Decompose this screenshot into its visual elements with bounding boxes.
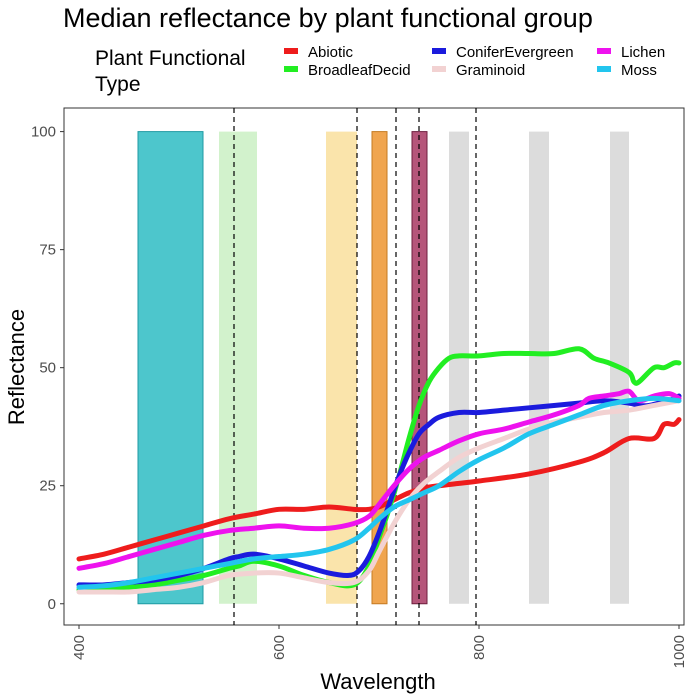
legend-key-moss <box>597 66 611 72</box>
legend-key-graminoid <box>432 66 446 72</box>
x-tick-label: 1000 <box>671 635 688 668</box>
y-tick-label: 0 <box>48 596 56 613</box>
band-6 <box>529 131 549 604</box>
legend-key-coniferevergreen <box>432 48 446 54</box>
band-5 <box>449 131 469 604</box>
legend-title: Plant Functional Type <box>95 47 251 96</box>
legend-label-moss: Moss <box>621 62 657 79</box>
y-tick-label: 75 <box>39 242 56 259</box>
x-tick-label: 800 <box>471 635 488 660</box>
legend-title-line-2: Type <box>95 73 141 96</box>
series-line-moss <box>76 395 682 590</box>
x-axis-title: Wavelength <box>320 669 435 694</box>
series-lines <box>76 346 682 595</box>
legend-key-abiotic <box>284 48 298 54</box>
legend-label-abiotic: Abiotic <box>308 44 354 61</box>
legend-key-broadleafdecid <box>284 66 298 72</box>
band-0 <box>137 131 204 605</box>
y-tick-label: 25 <box>39 478 56 495</box>
axes: 0 25 50 75 100 400 600 800 1000 <box>31 124 688 669</box>
chart-title: Median reflectance by plant functional g… <box>63 3 593 33</box>
band-3 <box>371 131 388 605</box>
y-tick-label: 50 <box>39 360 56 377</box>
legend-label-broadleafdecid: BroadleafDecid <box>308 62 411 79</box>
band-1 <box>219 131 257 604</box>
legend-key-lichen <box>597 48 611 54</box>
legend-title-line-1: Plant Functional <box>95 47 246 70</box>
series-line-abiotic <box>76 417 682 562</box>
legend-label-lichen: Lichen <box>621 44 665 61</box>
x-tick-label: 600 <box>271 635 288 660</box>
series-line-broadleafdecid <box>76 346 682 593</box>
x-tick-label: 400 <box>71 635 88 660</box>
y-axis-title: Reflectance <box>4 309 29 425</box>
y-tick-label: 100 <box>31 124 56 141</box>
series-line-lichen <box>76 388 682 571</box>
legend-label-graminoid: Graminoid <box>456 62 525 79</box>
legend-label-coniferevergreen: ConiferEvergreen <box>456 44 574 61</box>
band-2 <box>326 131 357 604</box>
